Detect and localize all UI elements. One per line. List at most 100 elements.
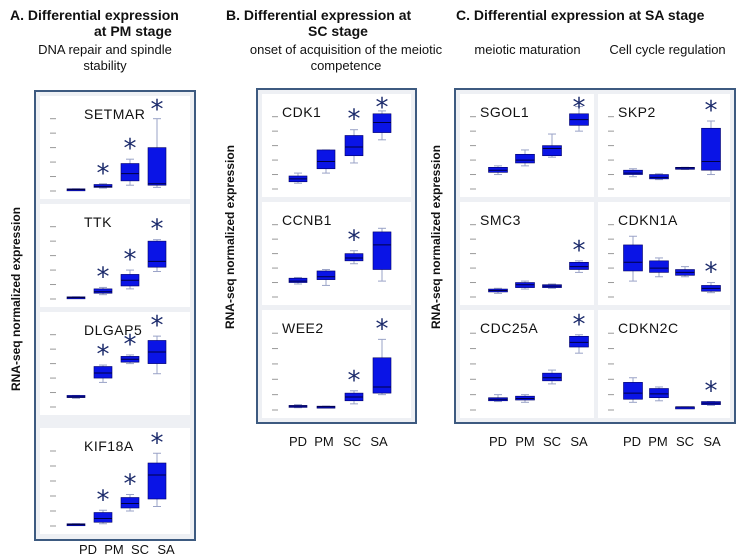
box-pm	[515, 149, 535, 167]
box-pm	[93, 364, 113, 383]
box-sc	[120, 269, 140, 290]
significance-asterisk: *	[348, 105, 361, 135]
box-pm	[316, 405, 336, 409]
box-pm	[649, 386, 669, 402]
gene-label: SETMAR	[84, 106, 146, 122]
box-iqr	[344, 253, 364, 262]
box-iqr	[93, 288, 113, 294]
box-iqr	[147, 147, 167, 186]
panel-c-subtitle-right: Cell cycle regulation	[609, 42, 726, 57]
boxplot-smc3: * SMC3	[460, 202, 594, 305]
box-iqr	[316, 149, 336, 170]
panel-b-xtick-sa: SA	[370, 434, 388, 449]
box-iqr	[344, 135, 364, 157]
boxplot-svg-cdkn2c: *	[608, 332, 721, 411]
box-iqr	[701, 127, 721, 171]
box-sa	[701, 401, 721, 406]
box-iqr	[93, 366, 113, 379]
box-pm	[649, 173, 669, 181]
significance-asterisk: *	[97, 340, 110, 370]
panel-b-ylabel: RNA-seq normalized expression	[223, 144, 237, 330]
panel-c-left-xtick-sc: SC	[542, 434, 562, 449]
panel-c-left-xtick-sa: SA	[570, 434, 588, 449]
gene-label: DLGAP5	[84, 322, 143, 338]
box-pm	[515, 394, 535, 403]
significance-asterisk: *	[97, 485, 110, 515]
box-iqr	[542, 372, 562, 382]
significance-asterisk: *	[348, 226, 361, 256]
box-iqr	[569, 335, 589, 348]
significance-asterisk: *	[348, 366, 361, 396]
box-sa	[701, 120, 721, 176]
boxplot-svg-kif18a: * * *	[50, 428, 167, 527]
panel-b-xtick-sc: SC	[342, 434, 362, 449]
box-iqr	[542, 145, 562, 157]
box-iqr	[93, 512, 113, 523]
significance-asterisk: *	[151, 312, 164, 341]
significance-asterisk: *	[573, 310, 586, 340]
significance-asterisk: *	[151, 428, 164, 458]
box-sc	[542, 133, 562, 158]
box-pm	[316, 149, 336, 174]
box-iqr	[372, 357, 392, 394]
box-sc	[542, 283, 562, 289]
panel-c-ylabel: RNA-seq normalized expression	[429, 144, 443, 330]
box-sc	[675, 166, 695, 170]
significance-asterisk: *	[124, 134, 137, 164]
box-pd	[288, 404, 308, 409]
box-pd	[288, 172, 308, 184]
boxplot-svg-sgol1: *	[470, 94, 589, 190]
box-sc	[120, 354, 140, 365]
box-iqr	[515, 153, 535, 164]
box-iqr	[649, 174, 669, 180]
box-iqr	[316, 270, 336, 280]
box-sa	[147, 335, 167, 375]
box-sc	[120, 494, 140, 512]
panel-b-title: B. Differential expression at SC stage	[226, 7, 412, 39]
box-pd	[623, 235, 643, 282]
box-iqr	[120, 163, 140, 182]
gene-label: SGOL1	[480, 104, 530, 120]
box-iqr	[623, 382, 643, 400]
significance-asterisk: *	[376, 314, 389, 344]
boxplot-dlgap5: * * * DLGAP5	[40, 312, 190, 415]
box-sa	[372, 338, 392, 396]
box-iqr	[372, 231, 392, 270]
box-pm	[316, 269, 336, 286]
boxplot-svg-cdkn1a: *	[608, 224, 721, 298]
box-pm	[93, 509, 113, 525]
box-iqr	[623, 244, 643, 272]
box-pd	[66, 523, 86, 527]
significance-asterisk: *	[124, 470, 137, 500]
panel-c-left-xtick-pd: PD	[488, 434, 508, 449]
box-sc	[675, 266, 695, 278]
box-pm	[93, 286, 113, 296]
gene-label: CDKN2C	[618, 320, 679, 336]
significance-asterisk: *	[151, 96, 164, 125]
box-sc	[120, 158, 140, 186]
box-sa	[569, 334, 589, 354]
panel-c-right-xtick-pm: PM	[648, 434, 668, 449]
significance-asterisk: *	[97, 262, 110, 292]
gene-label: SKP2	[618, 104, 656, 120]
boxplot-svg-ccnb1: *	[272, 224, 392, 298]
panel-a-xtick-pd: PD	[78, 542, 98, 557]
box-iqr	[147, 240, 167, 268]
boxplot-setmar: * * * SETMAR	[40, 96, 190, 199]
panel-a-xtick-pm: PM	[104, 542, 124, 557]
panel-a-xtick-sa: SA	[157, 542, 175, 557]
boxplot-ttk: * * * TTK	[40, 204, 190, 307]
boxplot-cdk1: * * CDK1	[262, 94, 411, 197]
boxplot-svg-cdk1: * *	[272, 94, 392, 190]
box-sa	[147, 239, 167, 273]
significance-asterisk: *	[151, 215, 164, 245]
box-pd	[623, 168, 643, 178]
gene-label: CCNB1	[282, 212, 332, 228]
gene-label: SMC3	[480, 212, 521, 228]
panel-b-subtitle: onset of acquisition of the meiotic comp…	[249, 42, 443, 73]
boxplot-cdkn2c: * CDKN2C	[598, 310, 730, 418]
box-pm	[515, 280, 535, 290]
significance-asterisk: *	[705, 96, 718, 126]
gene-label: KIF18A	[84, 438, 134, 454]
boxplot-sgol1: * SGOL1	[460, 94, 594, 197]
